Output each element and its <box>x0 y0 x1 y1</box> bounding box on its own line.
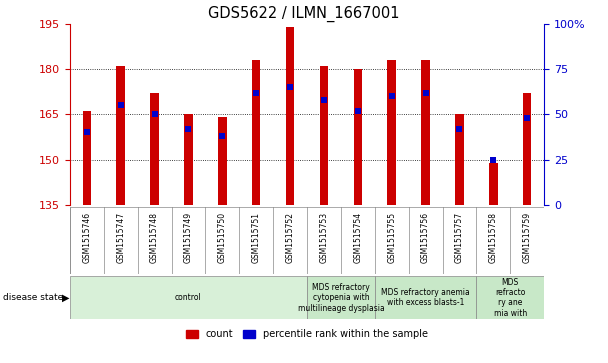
Bar <box>477 276 544 319</box>
Text: GSM1515758: GSM1515758 <box>489 212 498 263</box>
Bar <box>117 66 125 205</box>
Bar <box>523 93 531 205</box>
Text: GSM1515748: GSM1515748 <box>150 212 159 263</box>
Text: GSM1515754: GSM1515754 <box>353 212 362 264</box>
Legend: count, percentile rank within the sample: count, percentile rank within the sample <box>182 325 432 343</box>
Bar <box>455 114 464 205</box>
Text: GSM1515757: GSM1515757 <box>455 212 464 264</box>
Text: GSM1515753: GSM1515753 <box>319 212 328 264</box>
Bar <box>489 163 497 205</box>
Text: MDS refractory
cytopenia with
multilineage dysplasia: MDS refractory cytopenia with multilinea… <box>297 283 384 313</box>
Bar <box>421 60 430 205</box>
Bar <box>286 26 294 205</box>
Text: GSM1515755: GSM1515755 <box>387 212 396 264</box>
Text: GSM1515749: GSM1515749 <box>184 212 193 264</box>
Text: GSM1515756: GSM1515756 <box>421 212 430 264</box>
Bar <box>252 60 260 205</box>
Bar <box>83 111 91 205</box>
Bar <box>218 117 227 205</box>
Bar <box>70 276 307 319</box>
Text: disease state: disease state <box>3 293 63 302</box>
Text: GDS5622 / ILMN_1667001: GDS5622 / ILMN_1667001 <box>209 5 399 22</box>
Text: GSM1515746: GSM1515746 <box>82 212 91 264</box>
Bar <box>375 276 477 319</box>
Bar <box>320 66 328 205</box>
Bar <box>387 60 396 205</box>
Text: control: control <box>175 293 202 302</box>
Text: GSM1515747: GSM1515747 <box>116 212 125 264</box>
Bar <box>184 114 193 205</box>
Text: GSM1515751: GSM1515751 <box>252 212 261 263</box>
Bar <box>307 276 375 319</box>
Text: MDS refractory anemia
with excess blasts-1: MDS refractory anemia with excess blasts… <box>381 288 470 307</box>
Bar <box>354 69 362 205</box>
Bar <box>150 93 159 205</box>
Text: GSM1515750: GSM1515750 <box>218 212 227 264</box>
Text: MDS
refracto
ry ane
mia with: MDS refracto ry ane mia with <box>494 278 527 318</box>
Text: ▶: ▶ <box>62 293 69 303</box>
Text: GSM1515752: GSM1515752 <box>286 212 295 263</box>
Text: GSM1515759: GSM1515759 <box>523 212 532 264</box>
